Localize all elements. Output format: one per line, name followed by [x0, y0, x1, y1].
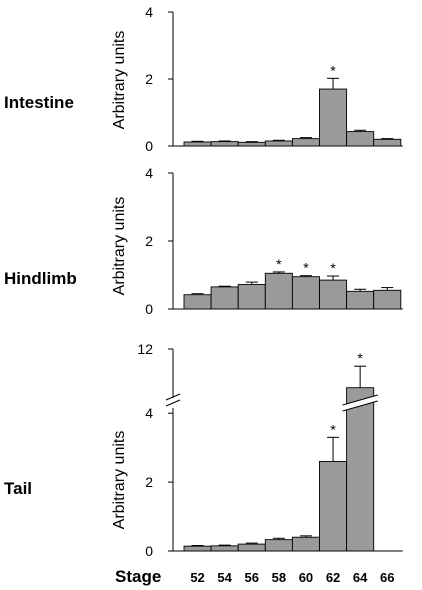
stage-tick-label: 54 [217, 570, 232, 585]
hindlimb-y-tick-label: 0 [145, 301, 153, 317]
stage-axis-title: Stage [115, 567, 161, 586]
intestine-bar [319, 88, 348, 147]
hindlimb-significance-marker: * [303, 260, 309, 276]
stage-tick-label: 64 [353, 570, 368, 585]
tail-y-tick-label: 12 [137, 341, 153, 357]
intestine-bar [291, 138, 320, 147]
tail-axis-break-mark [165, 399, 181, 407]
hindlimb-bar [291, 276, 320, 310]
intestine-bar [183, 141, 212, 147]
hindlimb-bar [319, 279, 348, 310]
tail-bar [183, 545, 212, 552]
stage-tick-label: 60 [299, 570, 313, 585]
tail-y-tick-label: 2 [145, 474, 153, 490]
intestine-y-tick-label: 0 [145, 138, 153, 154]
hindlimb-bar [373, 289, 402, 310]
intestine-bar [210, 141, 239, 147]
stage-tick-label: 52 [190, 570, 204, 585]
tail-bar [264, 539, 293, 552]
tail-bar [237, 543, 266, 552]
hindlimb-bar [210, 286, 239, 310]
stage-tick-label: 62 [326, 570, 340, 585]
intestine-significance-marker: * [330, 62, 336, 78]
hindlimb-significance-marker: * [276, 256, 282, 272]
intestine-bar [264, 140, 293, 147]
hindlimb-bar [237, 284, 266, 310]
tail-y-axis-title: Arbitrary units [111, 431, 128, 530]
tail-bar-break-mark [342, 400, 378, 412]
intestine-y-axis-title: Arbitrary units [111, 31, 128, 130]
tail-panel: Tail Arbitrary units 12 4 2 0 * * [4, 341, 403, 559]
tail-bar [291, 536, 320, 552]
intestine-panel-title: Intestine [4, 93, 74, 112]
tail-bar [210, 545, 239, 552]
tail-significance-marker: * [330, 421, 336, 437]
intestine-bar [237, 141, 266, 147]
stage-tick-label: 58 [272, 570, 286, 585]
tail-panel-title: Tail [4, 479, 32, 498]
tail-bar [346, 387, 375, 552]
hindlimb-bar [264, 272, 293, 310]
hindlimb-bar [183, 294, 212, 310]
stage-tick-label: 56 [245, 570, 259, 585]
hindlimb-significance-marker: * [330, 260, 336, 276]
hindlimb-bar [346, 290, 375, 310]
intestine-panel: Intestine Arbitrary units 4 2 0 * [4, 4, 403, 154]
stage-tick-label: 66 [380, 570, 394, 585]
intestine-y-tick-label: 2 [145, 71, 153, 87]
hindlimb-y-tick-label: 2 [145, 233, 153, 249]
hindlimb-y-tick-label: 4 [145, 165, 153, 181]
tail-axis-break-mark [165, 393, 181, 401]
intestine-bar [373, 138, 402, 147]
tail-y-tick-label: 4 [145, 405, 153, 421]
hindlimb-panel-title: Hindlimb [4, 269, 77, 288]
tail-bar [319, 460, 348, 552]
hindlimb-y-axis-title: Arbitrary units [111, 197, 128, 296]
tail-bar-break-mark [342, 394, 378, 406]
hindlimb-panel: Hindlimb Arbitrary units 4 2 0 * * * [4, 165, 403, 317]
stage-axis-labels: Stage 52 54 56 58 60 62 64 66 [115, 567, 394, 586]
tail-significance-marker: * [357, 350, 363, 366]
tail-y-tick-label: 0 [145, 543, 153, 559]
intestine-y-tick-label: 4 [145, 4, 153, 20]
tail-bar-break-gap [342, 395, 378, 411]
intestine-bar [346, 131, 375, 147]
